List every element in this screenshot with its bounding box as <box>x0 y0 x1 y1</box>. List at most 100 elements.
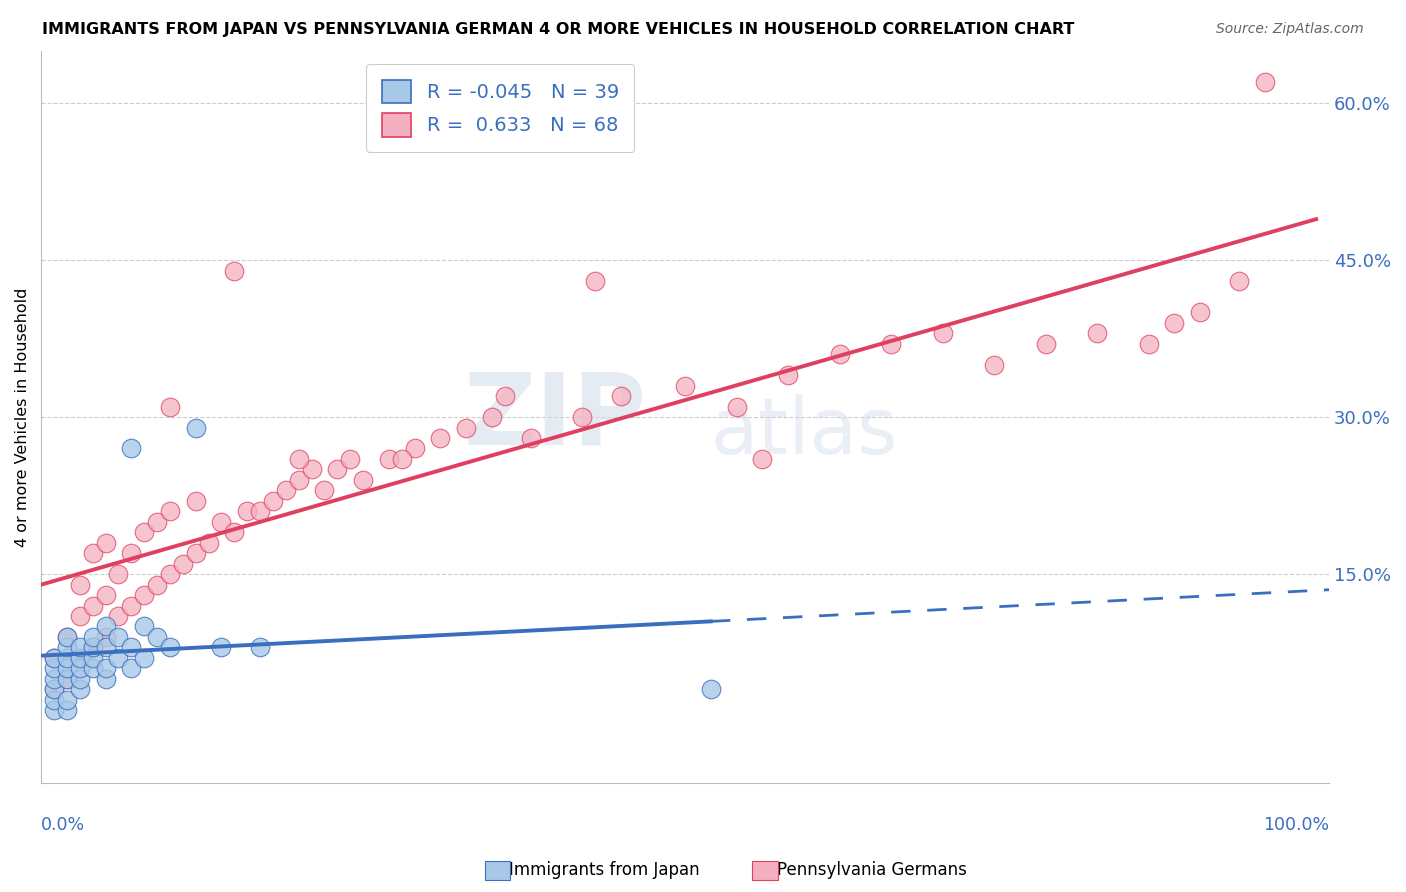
Legend: R = -0.045   N = 39, R =  0.633   N = 68: R = -0.045 N = 39, R = 0.633 N = 68 <box>367 64 634 153</box>
Point <box>56 672 79 686</box>
Point <box>197 535 219 549</box>
Point <box>69 609 91 624</box>
Point <box>1253 75 1275 89</box>
Point <box>134 588 156 602</box>
Point <box>673 378 696 392</box>
Point <box>69 661 91 675</box>
Point <box>120 599 142 613</box>
Point <box>159 400 181 414</box>
Point <box>700 682 723 697</box>
Point <box>69 651 91 665</box>
Point <box>134 619 156 633</box>
Point <box>56 692 79 706</box>
Point <box>42 651 65 665</box>
Point <box>224 525 246 540</box>
Point <box>42 682 65 697</box>
Point <box>94 630 117 644</box>
Point <box>69 651 91 665</box>
Point <box>56 640 79 655</box>
Point <box>94 672 117 686</box>
Point <box>56 630 79 644</box>
Point <box>983 358 1005 372</box>
Point <box>146 515 169 529</box>
Point <box>69 577 91 591</box>
Point <box>314 483 336 498</box>
Point <box>107 609 129 624</box>
Point <box>172 557 194 571</box>
Point <box>274 483 297 498</box>
Point <box>159 640 181 655</box>
Text: IMMIGRANTS FROM JAPAN VS PENNSYLVANIA GERMAN 4 OR MORE VEHICLES IN HOUSEHOLD COR: IMMIGRANTS FROM JAPAN VS PENNSYLVANIA GE… <box>42 22 1074 37</box>
Point <box>120 546 142 560</box>
Point <box>107 630 129 644</box>
Point <box>69 682 91 697</box>
Point <box>828 347 851 361</box>
Point <box>287 473 309 487</box>
Point <box>159 504 181 518</box>
Point <box>159 567 181 582</box>
Point <box>609 389 631 403</box>
Text: Source: ZipAtlas.com: Source: ZipAtlas.com <box>1216 22 1364 37</box>
Point <box>56 672 79 686</box>
Point <box>880 336 903 351</box>
Point <box>184 493 207 508</box>
Point <box>42 661 65 675</box>
Point <box>134 651 156 665</box>
Point <box>56 651 79 665</box>
Point <box>287 452 309 467</box>
Point <box>494 389 516 403</box>
Point <box>1085 326 1108 341</box>
Point <box>146 630 169 644</box>
Point <box>107 567 129 582</box>
Point <box>262 493 284 508</box>
Point <box>404 442 426 456</box>
Point <box>120 661 142 675</box>
Point <box>56 703 79 717</box>
Point <box>94 640 117 655</box>
Text: atlas: atlas <box>711 393 898 470</box>
Point <box>249 640 271 655</box>
Text: ZIP: ZIP <box>464 368 647 466</box>
Point <box>1137 336 1160 351</box>
Text: Pennsylvania Germans: Pennsylvania Germans <box>776 861 967 879</box>
Point <box>82 546 104 560</box>
Text: 0.0%: 0.0% <box>41 816 86 835</box>
Point <box>209 515 232 529</box>
Point <box>352 473 374 487</box>
Point <box>134 525 156 540</box>
Point <box>56 661 79 675</box>
Point <box>236 504 259 518</box>
Point <box>184 420 207 434</box>
Y-axis label: 4 or more Vehicles in Household: 4 or more Vehicles in Household <box>15 287 30 547</box>
Point <box>571 410 593 425</box>
Point <box>94 619 117 633</box>
Point <box>42 672 65 686</box>
Point <box>301 462 323 476</box>
Point <box>82 661 104 675</box>
Point <box>120 640 142 655</box>
Point <box>69 672 91 686</box>
Point <box>107 651 129 665</box>
Point <box>42 692 65 706</box>
Point <box>519 431 541 445</box>
Point <box>146 577 169 591</box>
Point <box>725 400 748 414</box>
Point <box>339 452 361 467</box>
Point <box>778 368 800 383</box>
Point <box>391 452 413 467</box>
Point <box>184 546 207 560</box>
Point <box>56 630 79 644</box>
Text: Immigrants from Japan: Immigrants from Japan <box>509 861 700 879</box>
Point <box>69 640 91 655</box>
Point <box>429 431 451 445</box>
Point <box>931 326 953 341</box>
Point <box>1035 336 1057 351</box>
Point <box>224 263 246 277</box>
Point <box>82 630 104 644</box>
Point <box>82 640 104 655</box>
Point <box>481 410 503 425</box>
Point <box>249 504 271 518</box>
Point <box>82 651 104 665</box>
Point <box>94 588 117 602</box>
Point <box>456 420 478 434</box>
